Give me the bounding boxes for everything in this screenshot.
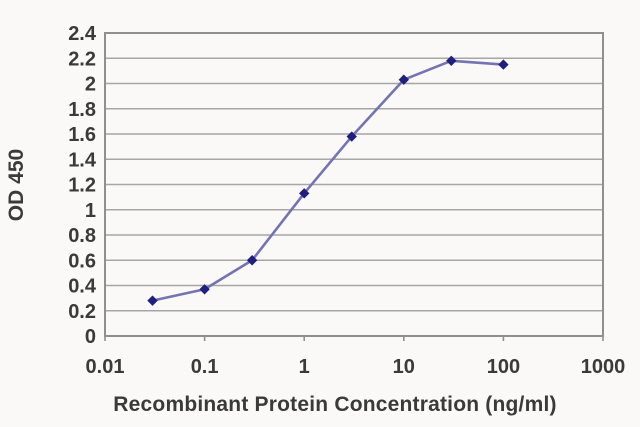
y-tick-label: 1.4 [68,149,97,171]
data-point-marker [398,74,409,85]
y-tick-label: 0.2 [68,301,96,323]
series-line [152,59,504,302]
data-point-marker [199,284,210,295]
data-point-marker [446,55,457,66]
y-tick-label: 2.4 [68,23,97,45]
x-tick-label: 1 [299,356,310,378]
x-tick-label: 1000 [581,356,626,378]
y-tick-label: 1.8 [68,99,96,121]
y-tick-label: 1.6 [68,124,96,146]
plot-border [104,32,604,337]
x-tick-label: 0.1 [191,356,219,378]
y-tick-label: 1.2 [68,175,96,197]
y-tick-label: 0 [85,326,96,348]
data-point-marker [346,131,357,142]
x-tick-label: 10 [393,356,415,378]
x-axis-title: Recombinant Protein Concentration (ng/ml… [113,393,557,416]
y-tick-label: 2.2 [68,48,96,70]
data-point-marker [299,188,310,199]
x-tick-label: 100 [487,356,520,378]
y-tick-label: 0.6 [68,250,96,272]
y-axis-title: OD 450 [5,148,28,222]
data-point-marker [147,295,158,306]
data-point-marker [498,59,509,70]
x-tick-label: 0.01 [86,356,125,378]
y-tick-label: 2 [85,74,96,96]
data-point-marker [246,255,258,266]
y-tick-label: 0.4 [68,276,97,298]
y-tick-label: 1 [85,200,96,222]
y-tick-label: 0.8 [68,225,96,247]
